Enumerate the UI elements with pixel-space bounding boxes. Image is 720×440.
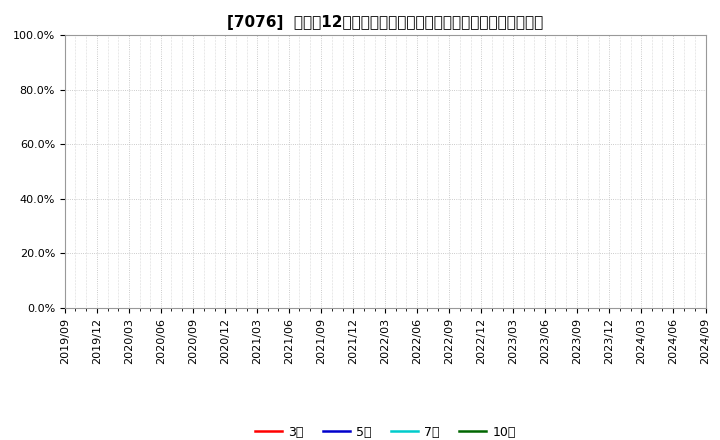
Legend: 3年, 5年, 7年, 10年: 3年, 5年, 7年, 10年 [250,421,521,440]
Title: [7076]  売上高12か月移動合計の対前年同期増減率の平均値の推移: [7076] 売上高12か月移動合計の対前年同期増減率の平均値の推移 [227,15,544,30]
